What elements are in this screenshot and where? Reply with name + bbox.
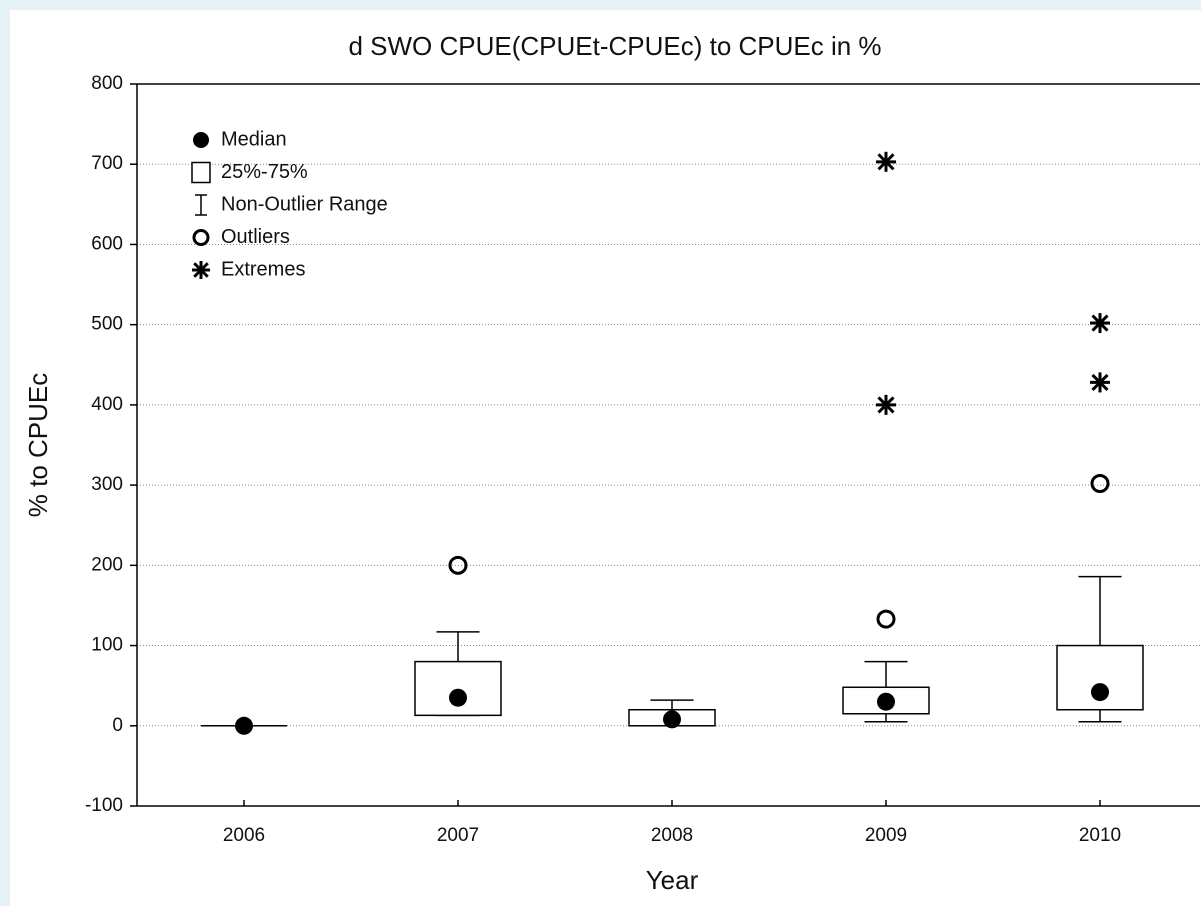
extreme [876,151,896,172]
star-arm [1091,314,1109,332]
legend-text: Median [221,128,287,150]
legend-box [191,161,211,184]
legend-text: Extremes [221,258,305,280]
y-tick-label: 500 [91,314,123,335]
median [449,688,467,707]
legend-text: Non-Outlier Range [221,193,388,215]
median [877,692,895,711]
x-axis-label: Year [646,865,699,895]
x-tick-label: 2009 [865,825,907,846]
y-tick-label: 700 [91,153,123,174]
median [1091,683,1109,702]
y-tick-label: 300 [91,474,123,495]
star-arm [193,262,209,278]
x-tick-label: 2007 [437,825,479,846]
star-arm [877,396,895,414]
median [663,710,681,729]
star-arm [877,153,895,171]
extreme [1090,372,1110,393]
legend-median [193,132,209,148]
extreme [1090,313,1110,334]
legend-text: Outliers [221,226,290,248]
outlier [876,609,896,629]
median [235,716,253,735]
x-tick-label: 2008 [651,825,693,846]
x-tick-label: 2010 [1079,825,1121,846]
legend-outlier [192,229,210,246]
star-arm [1091,373,1109,391]
y-tick-label: 800 [91,73,123,94]
legend-extreme [192,261,210,279]
outlier [448,555,468,575]
y-tick-label: 600 [91,233,123,254]
y-tick-label: 200 [91,554,123,575]
y-tick-label: -100 [85,795,123,816]
extreme [876,394,896,415]
box [414,660,502,717]
x-tick-label: 2006 [223,825,265,846]
y-tick-label: 0 [112,715,123,736]
panel [10,10,1201,906]
outlier [1090,474,1110,494]
y-axis-label: % to CPUEc [23,373,53,518]
y-tick-label: 100 [91,635,123,656]
legend-text: 25%-75% [221,161,308,183]
chart-title: d SWO CPUE(CPUEt-CPUEc) to CPUEc in % [348,31,881,61]
y-tick-label: 400 [91,394,123,415]
